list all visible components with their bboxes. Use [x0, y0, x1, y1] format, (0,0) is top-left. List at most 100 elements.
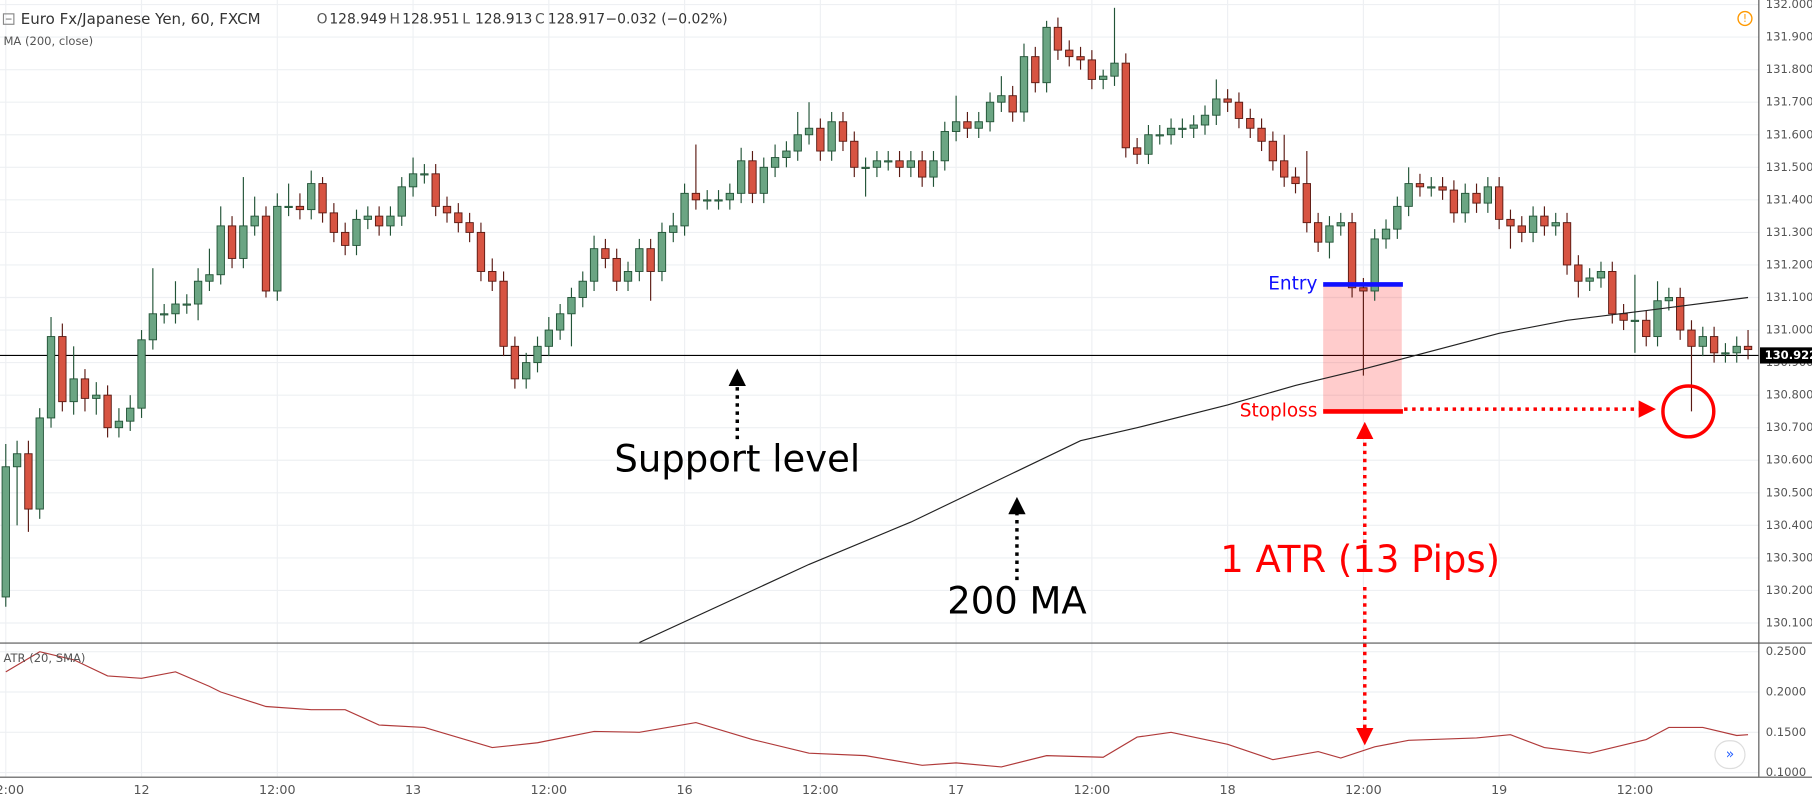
candle-body: [1472, 192, 1481, 204]
candle-body: [341, 231, 350, 246]
candle-body: [601, 248, 610, 259]
candle-body: [997, 95, 1006, 103]
candle-body: [635, 248, 644, 272]
candle-body: [827, 121, 836, 152]
scroll-button[interactable]: [1714, 740, 1746, 770]
candle-body: [1574, 264, 1583, 282]
x-tick-label: 12:00: [1074, 782, 1111, 797]
candle-body: [1415, 183, 1425, 188]
candle-body: [1223, 98, 1232, 103]
candle-body: [24, 453, 33, 510]
price-pane: [0, 7, 1759, 643]
candle-body: [1517, 225, 1526, 233]
ma-legend: MA (200, close): [3, 34, 93, 48]
candle-body: [397, 186, 406, 217]
y-tick-label: 131.600: [1766, 127, 1812, 141]
alert-icon[interactable]: [1737, 10, 1753, 27]
atr-line: [5, 651, 1749, 768]
candle-body: [92, 394, 101, 399]
candle-body: [1687, 329, 1696, 347]
candle-body: [1721, 352, 1730, 355]
candle-body: [872, 160, 882, 168]
candle-body: [295, 205, 305, 211]
ohlc-value: 128.951: [402, 12, 459, 28]
y-tick-label: 131.300: [1766, 225, 1812, 239]
collapse-icon[interactable]: [2, 13, 15, 25]
y-tick-label: 130.700: [1766, 420, 1812, 434]
candle-body: [1155, 134, 1164, 137]
candle-body: [227, 225, 237, 259]
ohlc-value: 128.913: [475, 12, 532, 28]
candle-body: [1494, 186, 1504, 220]
candle-body: [465, 222, 474, 233]
candle-body: [69, 378, 78, 403]
candle-body: [1076, 56, 1085, 61]
candle-body: [1370, 238, 1379, 292]
candle-body: [1132, 147, 1142, 155]
candle-body: [1585, 277, 1594, 282]
entry-label: Entry: [1268, 273, 1317, 294]
last-price-box: [1759, 347, 1812, 364]
candle-body: [1099, 75, 1108, 80]
candle-body: [250, 215, 259, 227]
candle-body: [499, 280, 508, 347]
candle-body: [918, 160, 927, 178]
candle-body: [1698, 336, 1707, 347]
x-tick-label: 12:00: [1345, 782, 1382, 797]
y-tick-label: 130.600: [1766, 453, 1812, 467]
x-tick-label: 12:00: [0, 782, 24, 797]
candle-body: [703, 199, 712, 202]
candle-body: [103, 394, 112, 429]
candle-body: [770, 157, 780, 168]
candle-body: [884, 160, 893, 163]
candle-body: [46, 336, 56, 419]
candle-body: [1008, 95, 1017, 113]
candle-body: [363, 215, 372, 220]
candle-body: [1178, 127, 1187, 130]
scroll-icon: »: [1726, 747, 1734, 763]
candle-body: [80, 378, 90, 399]
candle-body: [1347, 222, 1357, 289]
atr-label: 1 ATR (13 Pips): [1220, 538, 1500, 581]
candle-body: [1110, 62, 1119, 77]
candle-body: [567, 297, 576, 315]
ohlc-value: 128.949: [329, 12, 386, 28]
candle-body: [431, 173, 440, 207]
y-tick-label: 130.200: [1766, 583, 1812, 597]
candle-body: [1166, 127, 1176, 136]
candle-body: [171, 303, 180, 315]
atr-tick-label: 0.2500: [1766, 644, 1806, 658]
candle-body: [1709, 336, 1719, 354]
candle-body: [1144, 134, 1153, 155]
candle-body: [1359, 287, 1368, 292]
candle-body: [680, 192, 689, 227]
candle-body: [193, 280, 203, 305]
candle-body: [895, 160, 904, 168]
candle-body: [1, 466, 10, 598]
candle-body: [148, 313, 158, 341]
y-tick-label: 131.800: [1766, 62, 1812, 76]
candle-body: [386, 215, 395, 227]
candle-body: [657, 231, 667, 272]
atr-tick-label: 0.1500: [1766, 725, 1806, 739]
y-tick-label: 130.300: [1766, 550, 1812, 564]
candle-body: [1087, 59, 1097, 80]
alert-icon-mark: !: [1743, 13, 1747, 25]
candle-body: [1031, 56, 1040, 84]
candle-body: [454, 212, 463, 224]
candle-body: [759, 166, 768, 194]
candle-body: [1528, 215, 1538, 233]
candle-body: [284, 205, 293, 208]
highlight-circle: [1661, 384, 1716, 439]
candle-body: [555, 313, 565, 331]
candle-body: [929, 160, 938, 178]
candle-body: [906, 160, 916, 168]
candle-body: [985, 101, 995, 123]
candle-body: [1302, 183, 1311, 224]
candle-body: [1121, 62, 1130, 149]
x-tick-label: 19: [1491, 782, 1507, 797]
candle-body: [669, 225, 678, 233]
candle-body: [612, 257, 621, 282]
y-tick-label: 131.000: [1766, 323, 1812, 337]
candle-body: [1483, 186, 1492, 204]
